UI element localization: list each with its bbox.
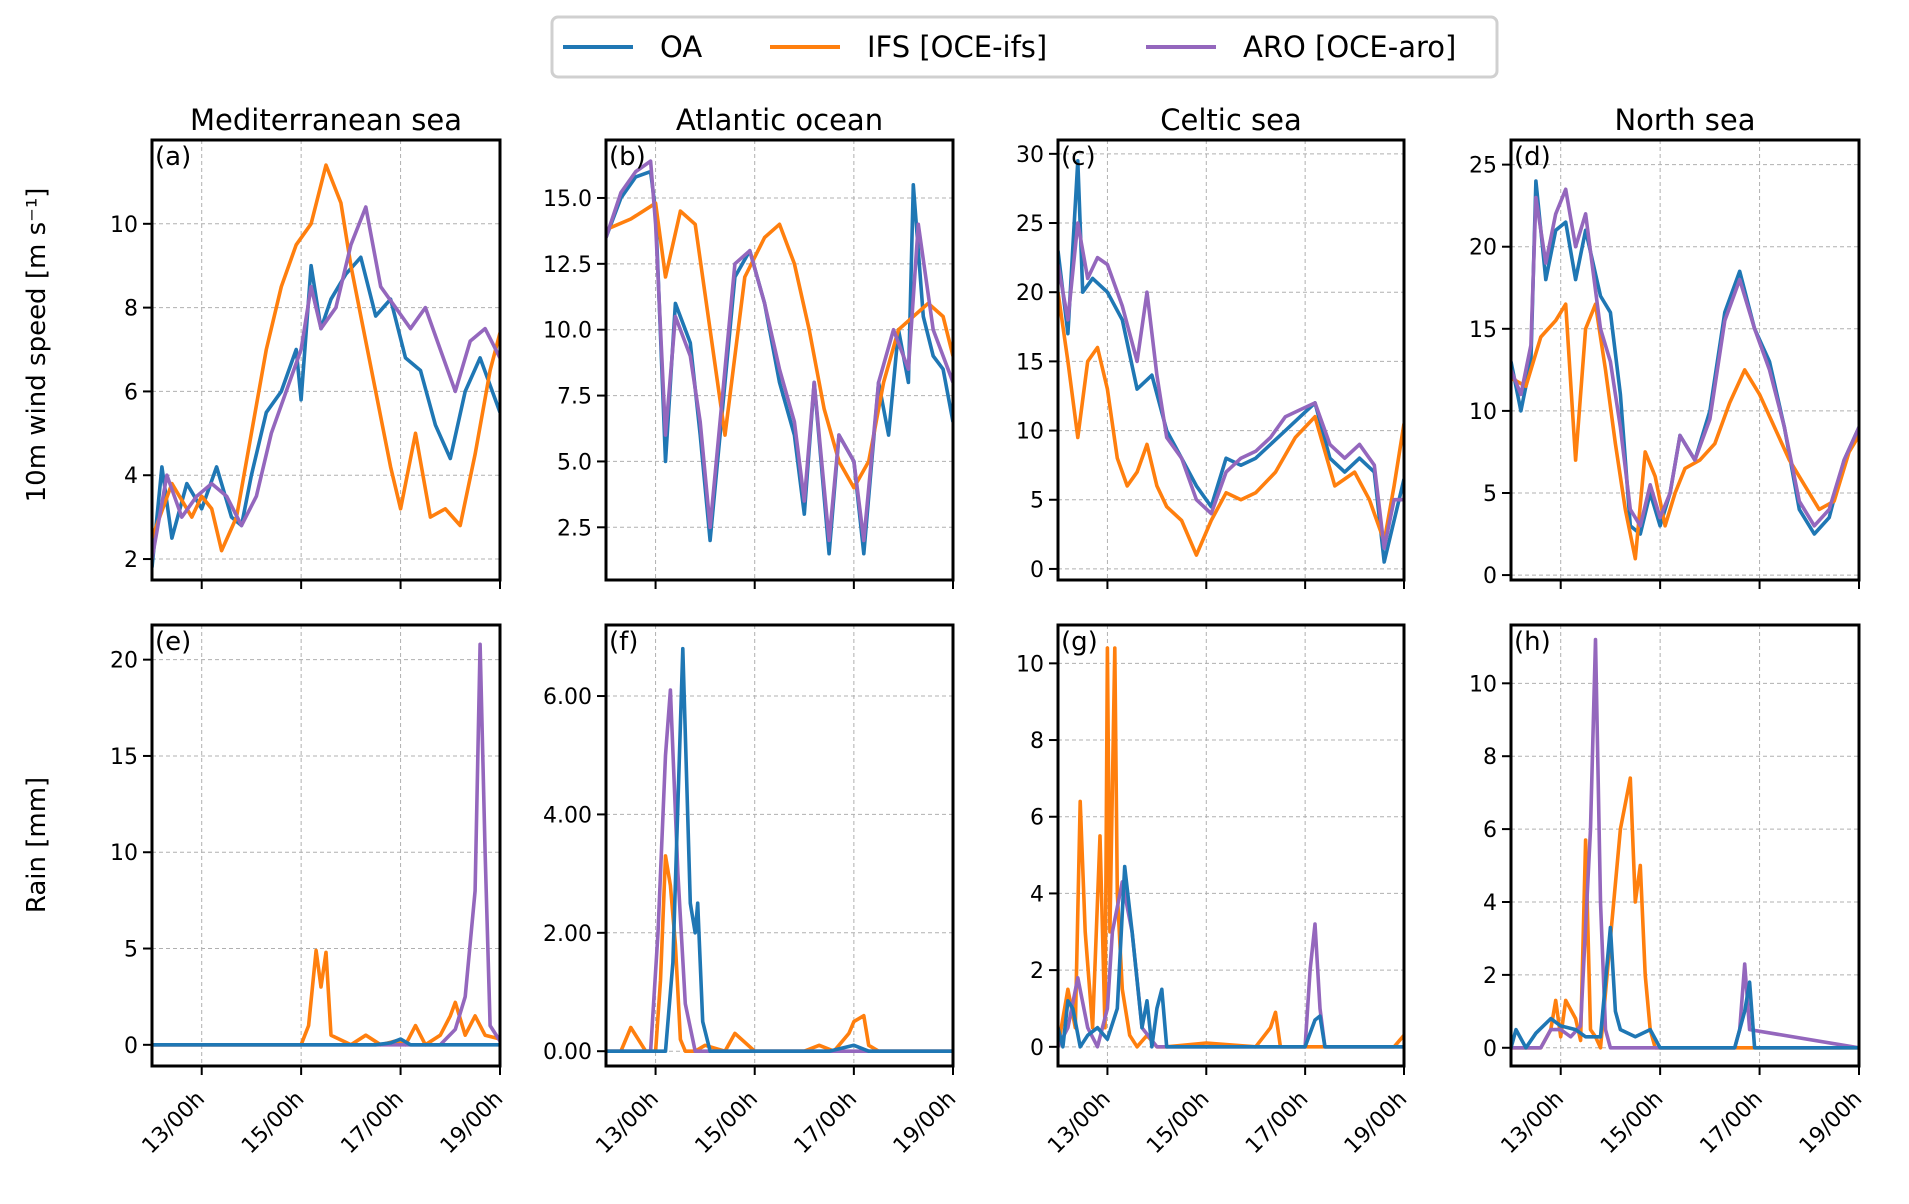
ytick-label: 5: [1483, 482, 1497, 507]
ytick-label: 5: [1030, 489, 1044, 514]
ytick-label: 0: [1483, 1037, 1497, 1062]
series-line-oa: [152, 1037, 500, 1047]
panel-label: (d): [1514, 142, 1551, 172]
series-line-ifs-oce-ifs: [606, 201, 953, 490]
legend-label-aro: ARO [OCE-aro]: [1243, 30, 1456, 64]
panel-c: 0 5 10 15 20 25 30 (c) Celtic sea: [1016, 103, 1406, 589]
ytick-label: 2: [1030, 959, 1044, 984]
series-line-aro-oce-aro: [1511, 187, 1859, 528]
ytick-label: 25: [1469, 154, 1497, 179]
panel-title: Atlantic ocean: [676, 103, 883, 137]
ytick-label: 8: [124, 297, 138, 322]
ytick-label: 0.00: [543, 1040, 592, 1065]
ytick-label: 4: [124, 464, 138, 489]
ytick-label: 4.00: [543, 803, 592, 828]
ytick-label: 0: [1483, 564, 1497, 589]
panel-b: 2.5 5.0 7.5 10.0 12.5 15.0 (b) Atlantic ocean: [543, 103, 955, 589]
ytick-label: 10: [1016, 652, 1044, 677]
series-line-oa: [152, 255, 500, 568]
series-line-oa: [1058, 159, 1404, 564]
axes-frame: [150, 623, 502, 1068]
axes-frame: [1509, 623, 1861, 1068]
ytick-label: 7.5: [557, 385, 592, 410]
series-line-ifs-oce-ifs: [1058, 291, 1404, 557]
axes-frame: [604, 623, 955, 1068]
panel-d: 0 5 10 15 20 25 (d) North sea: [1469, 103, 1861, 589]
axes-frame: [1056, 623, 1406, 1068]
ytick-label: 10: [1016, 420, 1044, 445]
ytick-label: 6: [124, 380, 138, 405]
legend-frame: [550, 15, 1499, 79]
ytick-label: 8: [1483, 745, 1497, 770]
ytick-label: 12.5: [543, 253, 592, 278]
panel-title: Celtic sea: [1160, 103, 1301, 137]
ytick-label: 8: [1030, 729, 1044, 754]
series-line-oa: [1511, 925, 1859, 1050]
ytick-label: 10: [110, 213, 138, 238]
ytick-label: 5.0: [557, 450, 592, 475]
panel-label: (h): [1514, 627, 1551, 657]
ytick-label: 0: [1030, 1036, 1044, 1061]
ytick-label: 10: [110, 841, 138, 866]
axes-frame: [1509, 138, 1861, 582]
panel-a: 2 4 6 8 10 (a) Mediterranean sea: [110, 103, 502, 589]
ytick-label: 2.00: [543, 922, 592, 947]
ytick-label: 20: [1016, 281, 1044, 306]
ylabel-wind-speed: 10m wind speed [m s⁻¹]: [22, 188, 52, 503]
panel-title: Mediterranean sea: [190, 103, 462, 137]
ytick-label: 2.5: [557, 516, 592, 541]
series-line-ifs-oce-ifs: [606, 854, 953, 1053]
panel-label: (g): [1061, 627, 1098, 657]
series-line-ifs-oce-ifs: [1058, 646, 1404, 1049]
ytick-label: 20: [110, 649, 138, 674]
ytick-label: 0: [1030, 558, 1044, 583]
ytick-label: 6.00: [543, 685, 592, 710]
ytick-label: 4: [1483, 891, 1497, 916]
panel-label: (c): [1061, 142, 1096, 172]
ytick-label: 10.0: [543, 319, 592, 344]
ytick-label: 15: [1469, 318, 1497, 343]
panels: 2 4 6 8 10 (a) Mediterranean sea 2.5 5.0 7.5 10.0 1…: [110, 103, 1867, 1159]
ytick-label: 6: [1483, 818, 1497, 843]
panel-label: (e): [155, 627, 191, 657]
ytick-label: 2: [124, 548, 138, 573]
ytick-label: 20: [1469, 236, 1497, 261]
ytick-label: 2: [1483, 964, 1497, 989]
panel-label: (b): [609, 142, 646, 172]
ytick-label: 15: [110, 745, 138, 770]
panel-label: (a): [155, 142, 191, 172]
series-line-aro-oce-aro: [1058, 221, 1404, 551]
series-line-ifs-oce-ifs: [152, 163, 500, 553]
legend-label-oa: OA: [660, 30, 702, 64]
axes-frame: [150, 138, 502, 582]
series-line-aro-oce-aro: [152, 205, 500, 560]
series-line-aro-oce-aro: [1511, 637, 1859, 1050]
axes-frame: [604, 138, 955, 582]
series-line-aro-oce-aro: [152, 642, 500, 1047]
ytick-label: 10: [1469, 400, 1497, 425]
series-line-aro-oce-aro: [606, 688, 953, 1053]
ytick-label: 0: [124, 1034, 138, 1059]
legend: OA IFS [OCE-ifs] ARO [OCE-aro]: [550, 15, 1499, 79]
ytick-label: 15: [1016, 350, 1044, 375]
ytick-label: 25: [1016, 212, 1044, 237]
ytick-label: 5: [124, 938, 138, 963]
ytick-label: 30: [1016, 143, 1044, 168]
series-line-oa: [606, 646, 953, 1053]
ytick-label: 4: [1030, 882, 1044, 907]
ytick-label: 15.0: [543, 187, 592, 212]
series-line-oa: [1058, 864, 1404, 1049]
ylabel-rain: Rain [mm]: [22, 777, 52, 913]
panel-label: (f): [609, 627, 638, 657]
series-line-aro-oce-aro: [606, 159, 953, 543]
ytick-label: 10: [1469, 672, 1497, 697]
axes-frame: [1056, 138, 1406, 582]
ytick-label: 6: [1030, 806, 1044, 831]
panel-title: North sea: [1614, 103, 1755, 137]
legend-label-ifs: IFS [OCE-ifs]: [867, 30, 1047, 64]
